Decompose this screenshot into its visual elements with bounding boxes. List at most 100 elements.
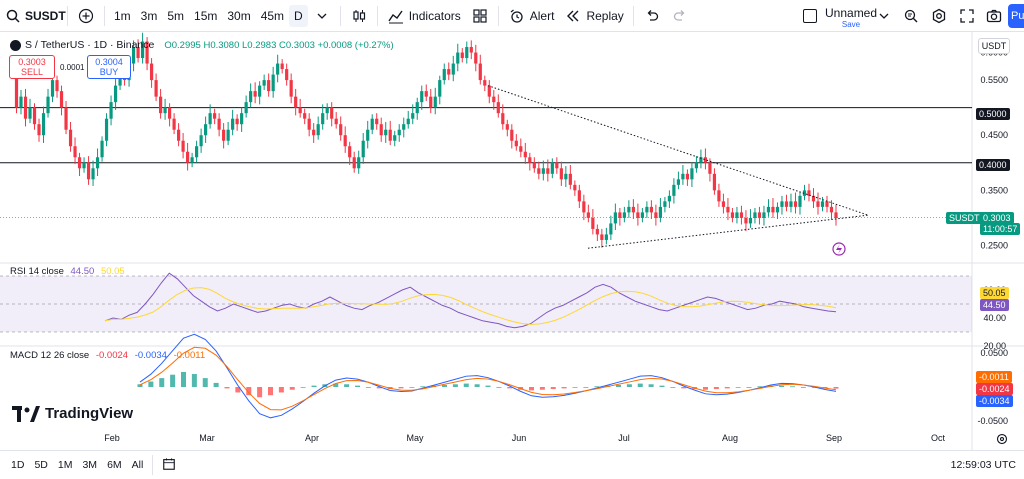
scale-settings-button[interactable] <box>996 432 1008 450</box>
candle-body <box>451 63 455 75</box>
range-1m[interactable]: 1M <box>57 459 73 471</box>
divider <box>376 5 378 26</box>
macd-histogram-bar <box>202 378 208 387</box>
candle-body <box>622 212 626 218</box>
candle-body <box>289 80 293 97</box>
candle-body <box>100 140 104 158</box>
candle-body <box>460 52 464 59</box>
rsi-ma-tag: 50.05 <box>980 287 1009 299</box>
interval-1d[interactable]: D <box>289 4 308 27</box>
layout-name: Unnamed <box>825 6 878 20</box>
candle-body <box>145 41 149 64</box>
candle-body <box>375 118 379 125</box>
candle-body <box>172 118 176 130</box>
range-3m[interactable]: 3M <box>82 459 98 471</box>
replay-button[interactable]: Replay <box>559 0 628 32</box>
macd-histogram-bar <box>833 387 839 389</box>
go-to-date-button[interactable] <box>157 457 181 474</box>
divider <box>104 5 105 26</box>
interval-30m[interactable]: 30m <box>227 8 251 23</box>
macd-histogram-bar <box>648 384 654 387</box>
layout-menu-button[interactable] <box>870 0 898 32</box>
candle-body <box>19 96 23 108</box>
range-1d[interactable]: 1D <box>11 459 25 471</box>
templates-button[interactable] <box>466 0 494 32</box>
layout-name-button[interactable]: Unnamed Save <box>820 7 882 31</box>
macd-line-value: -0.0034 <box>134 350 167 361</box>
price-tick-label: 0.2500 <box>980 240 1008 250</box>
currency-button[interactable]: USDT <box>978 38 1010 54</box>
buy-button[interactable]: 0.3004 BUY <box>87 55 131 79</box>
macd-histogram-bar <box>246 387 252 396</box>
range-6m[interactable]: 6M <box>107 459 122 471</box>
interval-1m[interactable]: 1m <box>114 8 131 23</box>
candle-body <box>37 124 41 136</box>
indicators-button[interactable]: Indicators <box>382 0 466 32</box>
sell-button[interactable]: 0.3003 SELL <box>9 55 55 79</box>
macd-histogram-bar <box>735 387 741 388</box>
snapshot-button[interactable] <box>980 0 1008 32</box>
candle-body <box>303 113 307 119</box>
interval-45m[interactable]: 45m <box>260 8 285 23</box>
macd-label[interactable]: MACD 12 26 close <box>10 350 90 361</box>
publish-button[interactable]: Pu <box>1008 4 1024 28</box>
chart-canvas[interactable]: 0.60000.55000.45000.35000.250060.0040.00… <box>0 32 1024 450</box>
time-axis-label: Mar <box>199 433 215 443</box>
candle-body <box>456 52 460 64</box>
rewind-icon <box>564 7 582 25</box>
undo-button[interactable] <box>638 0 666 32</box>
range-all[interactable]: All <box>131 459 144 471</box>
gear-icon <box>930 7 948 25</box>
indicators-label: Indicators <box>408 8 461 23</box>
sell-label: SELL <box>20 67 44 77</box>
candle-body <box>14 74 19 108</box>
macd-histogram-bar <box>779 385 785 387</box>
search-lines-icon <box>902 7 920 25</box>
candle-body <box>95 157 100 169</box>
interval-5m[interactable]: 5m <box>167 8 185 23</box>
candle-body <box>546 168 550 174</box>
utc-clock[interactable]: 12:59:03 UTC <box>950 459 1016 471</box>
chart-type-button[interactable] <box>345 0 373 32</box>
macd-histogram-bar <box>616 384 621 387</box>
interval-15m[interactable]: 15m <box>194 8 218 23</box>
rsi-tick-label: 20.00 <box>983 341 1006 351</box>
compare-symbol-button[interactable] <box>72 0 100 32</box>
quick-search-button[interactable] <box>897 0 925 32</box>
rsi-label[interactable]: RSI 14 close <box>10 266 64 277</box>
rsi-line <box>104 272 837 329</box>
candle-body <box>298 107 302 114</box>
candle-body <box>757 212 762 218</box>
macd-histogram-bar <box>333 383 339 387</box>
divider <box>67 5 68 26</box>
redo-button[interactable] <box>666 0 694 32</box>
symbol-search-button[interactable]: SUSDT <box>0 0 66 32</box>
symbol-price-tag: SUSDT <box>946 212 983 224</box>
candle-body <box>361 140 365 158</box>
candle-body <box>91 168 95 180</box>
alert-button[interactable]: Alert <box>503 0 560 32</box>
legend-title[interactable]: S / TetherUS · 1D · Binance <box>25 39 155 51</box>
fullscreen-button[interactable] <box>953 0 981 32</box>
layout-checkbox[interactable] <box>798 0 822 32</box>
candle-body <box>748 217 753 224</box>
candle-body <box>555 162 559 169</box>
candle-body <box>402 124 406 130</box>
candle-body <box>154 80 158 97</box>
divider <box>632 5 634 26</box>
range-5d[interactable]: 5D <box>34 459 48 471</box>
interval-3m[interactable]: 3m <box>140 8 158 23</box>
candle-body <box>307 118 311 130</box>
candle-body <box>834 212 838 218</box>
candle-body <box>654 212 658 218</box>
candle-body <box>523 151 527 158</box>
candle-body <box>82 162 86 169</box>
tradingview-logo[interactable]: TradingView <box>12 405 133 422</box>
interval-dropdown-button[interactable] <box>308 0 336 32</box>
candle-body <box>32 107 37 125</box>
symbol-logo-icon <box>10 39 21 51</box>
macd-histogram-bar <box>159 378 165 387</box>
candle-body <box>591 217 595 229</box>
macd-histogram-bar <box>572 387 578 388</box>
settings-button[interactable] <box>925 0 953 32</box>
